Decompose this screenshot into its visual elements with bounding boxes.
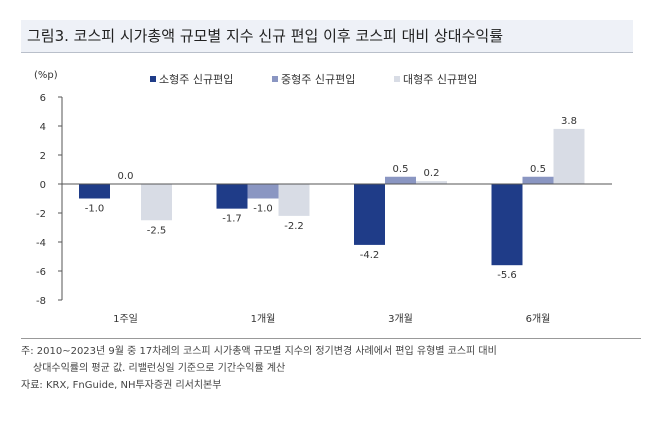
y-tick-label: -6 bbox=[36, 267, 46, 278]
bar bbox=[79, 184, 110, 199]
bar bbox=[385, 176, 416, 184]
y-tick-label: 2 bbox=[40, 151, 46, 162]
data-label: 0.5 bbox=[530, 164, 546, 175]
data-label: -4.2 bbox=[360, 250, 380, 261]
legend-label: 소형주 신규편입 bbox=[159, 73, 233, 86]
data-label: 0.5 bbox=[393, 164, 409, 175]
bar bbox=[553, 128, 585, 184]
data-label: -1.7 bbox=[222, 214, 242, 225]
bar bbox=[141, 184, 172, 221]
chart-title: 그림3. 코스피 시가총액 규모별 지수 신규 편입 이후 코스피 대비 상대수… bbox=[21, 20, 633, 53]
legend-label: 중형주 신규편입 bbox=[281, 73, 355, 86]
y-tick-label: 0 bbox=[40, 180, 46, 191]
data-label: -1.0 bbox=[253, 204, 273, 215]
x-tick-label: 1개월 bbox=[251, 313, 276, 325]
data-label: 0.2 bbox=[424, 168, 440, 179]
x-tick-label: 1주일 bbox=[113, 313, 138, 325]
bar bbox=[247, 184, 279, 199]
bar bbox=[522, 176, 554, 184]
data-label: 3.8 bbox=[561, 116, 577, 127]
bar bbox=[354, 184, 385, 245]
data-label: -2.2 bbox=[284, 221, 304, 232]
legend-swatch bbox=[394, 76, 400, 82]
data-label: -2.5 bbox=[147, 225, 167, 236]
legend-swatch bbox=[150, 76, 156, 82]
chart-notes: 주: 2010~2023년 9월 중 17차례의 코스피 시가총액 규모별 지수… bbox=[21, 338, 641, 394]
bar bbox=[491, 184, 523, 266]
y-tick-label: 6 bbox=[40, 93, 46, 104]
legend-label: 대형주 신규편입 bbox=[403, 73, 477, 86]
data-label: -5.6 bbox=[497, 270, 517, 281]
note-line-2: 상대수익률의 평균 값. 리밸런싱일 기준으로 기간수익률 계산 bbox=[33, 363, 286, 374]
bar bbox=[216, 184, 248, 209]
data-label: 0.0 bbox=[118, 171, 134, 182]
y-tick-label: -2 bbox=[36, 209, 46, 220]
data-label: -1.0 bbox=[85, 204, 105, 215]
source-line: 자료: KRX, FnGuide, NH투자증권 리서치본부 bbox=[21, 380, 222, 391]
y-tick-label: -4 bbox=[36, 238, 46, 249]
x-tick-label: 6개월 bbox=[526, 313, 551, 325]
x-tick-label: 3개월 bbox=[388, 313, 413, 325]
y-tick-label: 4 bbox=[40, 122, 46, 133]
bar bbox=[278, 184, 310, 216]
y-axis-unit: (%p) bbox=[34, 70, 58, 81]
bar bbox=[416, 181, 447, 184]
note-line-1: 주: 2010~2023년 9월 중 17차례의 코스피 시가총액 규모별 지수… bbox=[21, 346, 497, 357]
legend-swatch bbox=[272, 76, 278, 82]
bar-chart: (%p) 6 4 2 0 -2 -4 -6 -8 소형주 신규편입 중형주 신규편입 대형주 신규편입… bbox=[34, 70, 612, 325]
y-tick-label: -8 bbox=[36, 296, 46, 307]
